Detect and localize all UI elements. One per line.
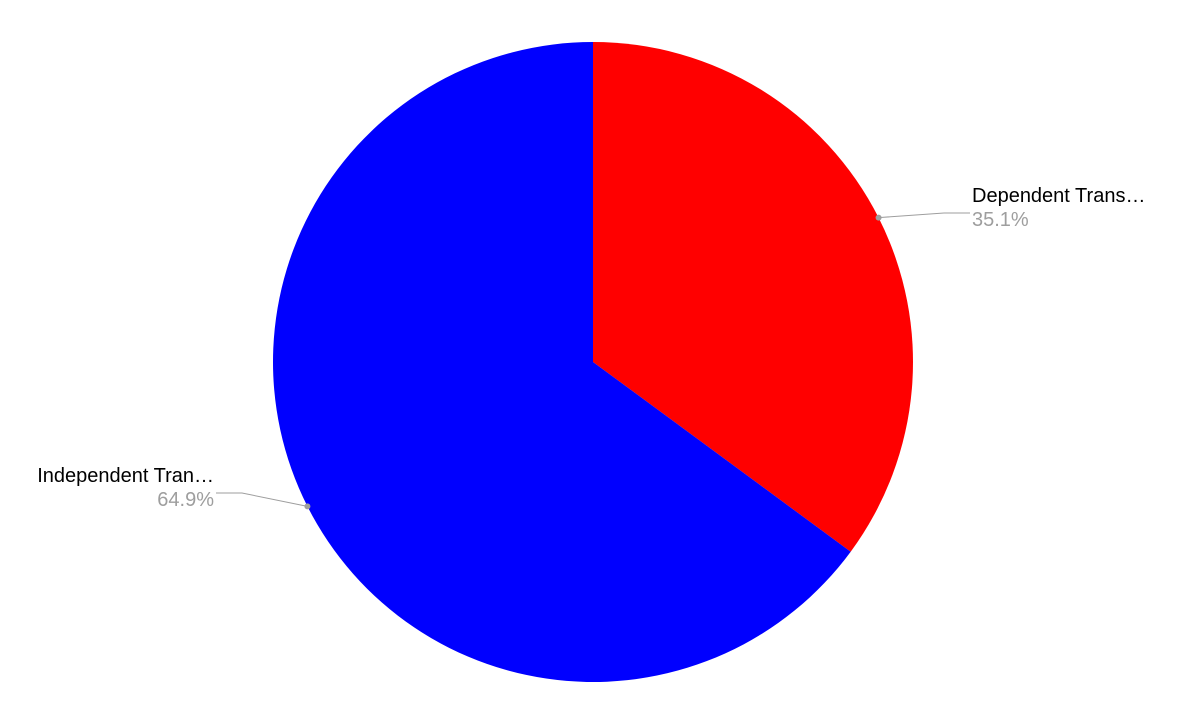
leader-line: [879, 213, 970, 218]
leader-line: [216, 493, 307, 506]
slice-percent-independent: 64.9%: [157, 489, 214, 511]
pie-chart-container: Dependent Trans… 35.1% Independent Tran……: [0, 0, 1186, 724]
slice-percent-dependent: 35.1%: [972, 209, 1029, 231]
pie-chart-svg: Dependent Trans… 35.1% Independent Tran……: [0, 0, 1186, 724]
slice-label-dependent: Dependent Trans…: [972, 185, 1145, 207]
pie-slices: [273, 42, 913, 682]
slice-label-independent: Independent Tran…: [37, 465, 214, 487]
